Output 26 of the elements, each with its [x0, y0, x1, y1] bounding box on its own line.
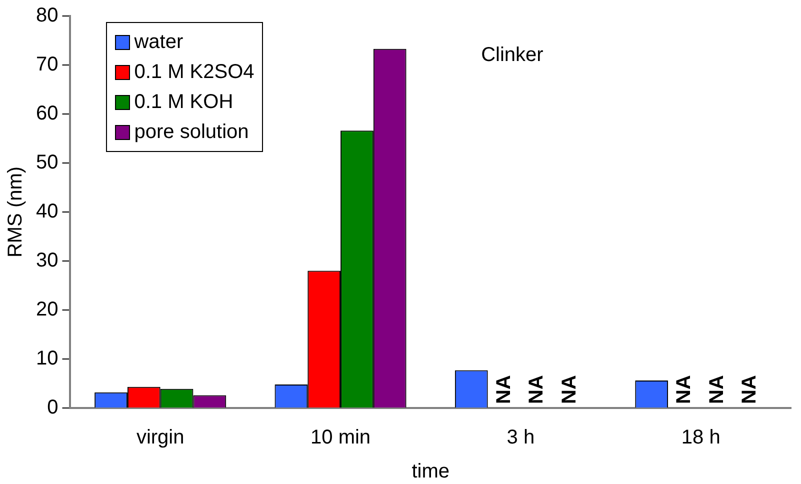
x-tick-label: 18 h — [681, 426, 720, 449]
text: NA — [558, 375, 581, 404]
text: NA — [492, 375, 515, 404]
y-tick-label: 10 — [36, 348, 58, 370]
legend-label: water — [134, 30, 184, 55]
legend-label: 0.1 M K2SO4 — [134, 60, 254, 85]
annotation: Clinker — [481, 44, 544, 67]
y-tick-label: 60 — [36, 102, 58, 125]
x-tick-label: virgin — [136, 426, 184, 449]
y-tick-label: 0 — [47, 396, 58, 419]
y-tick-label: 80 — [36, 4, 58, 27]
text: NA — [706, 375, 728, 404]
x-axis-title: time — [412, 460, 450, 483]
x-tick-label: 3 h — [506, 426, 535, 449]
legend-label: pore solution — [134, 120, 249, 145]
y-tick-label: 50 — [36, 152, 58, 174]
y-tick-label: 70 — [36, 54, 58, 76]
text: NA — [738, 375, 761, 404]
x-tick-label: 10 min — [310, 426, 371, 449]
y-axis-title: RMS (nm) — [4, 166, 27, 258]
legend-label: 0.1 M KOH — [134, 90, 234, 115]
y-tick-label: 20 — [36, 298, 58, 321]
y-tick-label: 30 — [36, 250, 58, 272]
text: NA — [526, 375, 548, 404]
y-tick-label: 40 — [36, 200, 58, 223]
text: NA — [672, 375, 695, 404]
